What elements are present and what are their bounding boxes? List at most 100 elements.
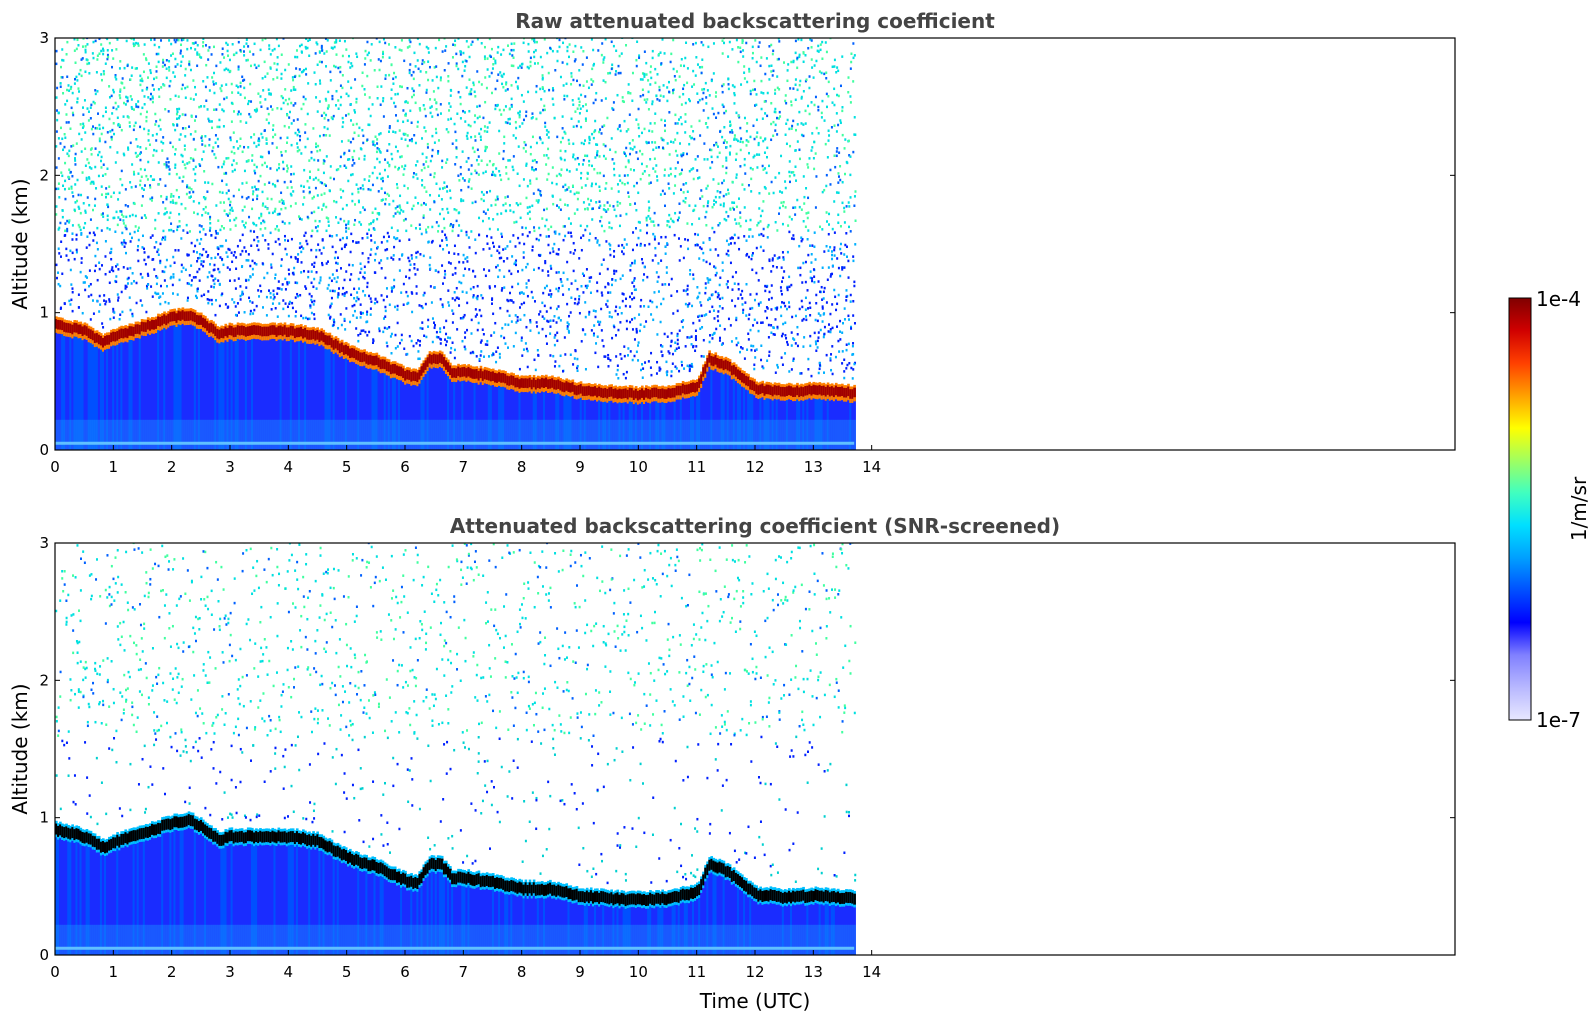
noise-pixel: [462, 199, 465, 202]
noise-pixel: [406, 352, 409, 356]
noise-pixel: [257, 179, 260, 183]
noise-pixel: [544, 121, 547, 125]
layer-top: [108, 335, 111, 345]
layer-top: [193, 312, 197, 323]
noise-pixel: [100, 229, 103, 232]
noise-pixel: [112, 90, 115, 94]
near-surface: [283, 419, 287, 450]
noise-pixel: [256, 197, 259, 201]
noise-pixel: [525, 164, 528, 167]
noise-pixel: [63, 234, 66, 237]
noise-pixel: [300, 184, 303, 188]
near-surface: [385, 419, 389, 450]
noise-pixel: [180, 38, 183, 42]
noise-pixel: [508, 117, 511, 121]
noise-pixel: [593, 168, 596, 171]
noise-pixel: [259, 101, 262, 104]
noise-pixel: [302, 247, 305, 250]
layer-top: [524, 378, 528, 388]
noise-pixel: [245, 121, 248, 124]
noise-pixel: [396, 229, 399, 232]
noise-pixel: [236, 85, 239, 89]
noise-pixel: [196, 212, 199, 216]
layer-top: [402, 368, 405, 378]
layer-top: [316, 330, 319, 340]
noise-pixel: [594, 119, 597, 123]
noise-pixel: [280, 198, 283, 202]
noise-pixel: [360, 329, 363, 333]
noise-pixel: [547, 71, 550, 75]
noise-pixel: [559, 149, 562, 153]
noise-pixel: [207, 49, 210, 52]
noise-pixel: [368, 330, 371, 334]
noise-pixel: [445, 128, 448, 131]
aerosol-column: [204, 328, 207, 450]
noise-pixel: [537, 354, 540, 357]
noise-pixel: [410, 339, 413, 343]
noise-pixel: [276, 292, 279, 295]
noise-pixel: [406, 201, 409, 205]
noise-pixel: [159, 302, 162, 306]
noise-pixel: [612, 108, 615, 112]
noise-pixel: [313, 261, 316, 265]
noise-pixel: [73, 157, 76, 160]
noise-pixel: [176, 63, 179, 66]
noise-pixel: [89, 117, 92, 120]
noise-pixel: [533, 226, 536, 229]
noise-pixel: [139, 74, 142, 78]
noise-pixel: [427, 47, 430, 50]
noise-pixel: [451, 309, 454, 312]
layer-top: [338, 343, 342, 354]
aerosol-column: [289, 335, 293, 450]
noise-pixel: [582, 201, 585, 204]
noise-pixel: [90, 293, 93, 297]
noise-pixel: [536, 349, 539, 352]
noise-pixel: [466, 301, 469, 305]
noise-pixel: [198, 201, 201, 205]
noise-pixel: [239, 137, 242, 140]
noise-pixel: [285, 141, 288, 144]
noise-pixel: [417, 201, 420, 205]
noise-pixel: [396, 149, 399, 153]
noise-pixel: [411, 139, 414, 143]
noise-pixel: [433, 326, 436, 330]
noise-pixel: [584, 154, 587, 158]
noise-pixel: [551, 194, 554, 198]
noise-pixel: [97, 153, 100, 157]
noise-pixel: [92, 132, 95, 136]
noise-pixel: [275, 146, 278, 149]
noise-pixel: [96, 58, 99, 61]
noise-pixel: [611, 107, 614, 110]
noise-pixel: [470, 43, 473, 46]
noise-pixel: [433, 141, 436, 144]
noise-pixel: [73, 38, 76, 41]
noise-pixel: [504, 247, 507, 250]
noise-pixel: [236, 302, 239, 305]
noise-pixel: [191, 28, 193, 31]
near-surface: [522, 419, 526, 450]
near-surface: [120, 419, 123, 450]
near-surface: [483, 419, 487, 450]
noise-pixel: [345, 230, 348, 233]
noise-pixel: [539, 310, 542, 313]
noise-pixel: [429, 111, 432, 115]
noise-pixel: [514, 245, 517, 248]
noise-pixel: [506, 245, 509, 248]
noise-pixel: [604, 355, 607, 358]
noise-pixel: [315, 255, 318, 259]
noise-pixel: [367, 260, 370, 264]
noise-pixel: [310, 270, 313, 273]
noise-pixel: [549, 46, 552, 50]
noise-pixel: [588, 138, 591, 142]
layer-top: [553, 379, 556, 390]
near-surface: [240, 419, 244, 450]
noise-pixel: [176, 225, 179, 229]
noise-pixel: [217, 219, 220, 222]
noise-pixel: [104, 140, 107, 144]
noise-pixel: [415, 341, 418, 345]
noise-pixel: [447, 251, 450, 254]
noise-pixel: [415, 285, 418, 288]
near-surface: [293, 419, 297, 450]
noise-pixel: [478, 132, 481, 135]
noise-pixel: [464, 120, 467, 123]
